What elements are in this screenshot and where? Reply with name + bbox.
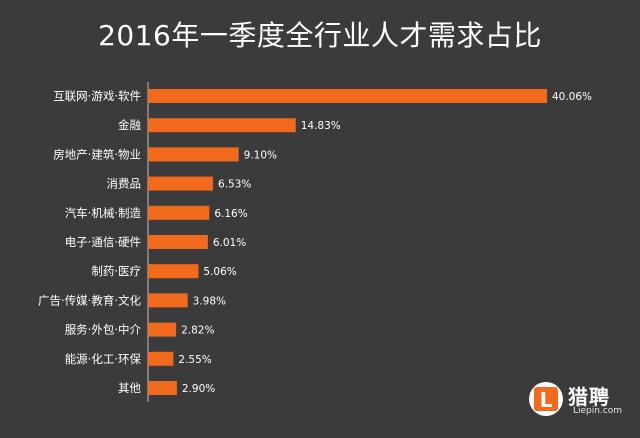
category-label: 制药·医疗 — [91, 264, 141, 278]
bar — [148, 264, 199, 279]
category-label: 金融 — [118, 118, 141, 132]
category-label: 其他 — [118, 381, 141, 395]
category-label: 服务·外包·中介 — [65, 323, 142, 337]
data-label: 6.01% — [213, 237, 246, 249]
category-label: 能源·化工·环保 — [65, 352, 142, 366]
logo-brand-name: 猎聘 — [568, 385, 610, 409]
bar — [148, 351, 174, 366]
data-label: 6.53% — [218, 179, 251, 191]
category-label: 汽车·机械·制造 — [65, 206, 142, 220]
data-label: 9.10% — [244, 149, 277, 161]
liepin-logo: L 猎聘 Liepin.com — [528, 381, 640, 421]
logo-url: Liepin.com — [573, 406, 623, 416]
data-label: 3.98% — [193, 295, 226, 307]
liepin-logo-icon: L — [529, 382, 563, 416]
data-label: 5.06% — [203, 266, 236, 278]
bar — [148, 89, 547, 103]
bar — [148, 293, 188, 308]
data-label: 2.55% — [178, 354, 211, 366]
category-label: 房地产·建筑·物业 — [53, 147, 141, 161]
category-label: 电子·通信·硬件 — [65, 235, 141, 249]
bar — [148, 118, 296, 133]
bar — [148, 147, 239, 162]
chart-title: 2016年一季度全行业人才需求占比 — [98, 19, 542, 52]
logo-mark-letter: L — [540, 388, 553, 412]
category-label: 消费品 — [107, 177, 142, 191]
bar — [148, 176, 214, 191]
category-label: 广告·传媒·教育·文化 — [38, 293, 141, 307]
bar — [148, 322, 177, 337]
data-label: 14.83% — [301, 120, 341, 132]
bar — [148, 381, 177, 395]
category-label: 互联网·游戏·软件 — [53, 89, 141, 103]
data-label: 2.82% — [181, 325, 214, 337]
data-label: 2.90% — [182, 383, 215, 395]
data-label: 6.16% — [214, 208, 247, 220]
data-label: 40.06% — [552, 91, 592, 103]
bar — [148, 205, 210, 220]
bar — [148, 235, 208, 249]
